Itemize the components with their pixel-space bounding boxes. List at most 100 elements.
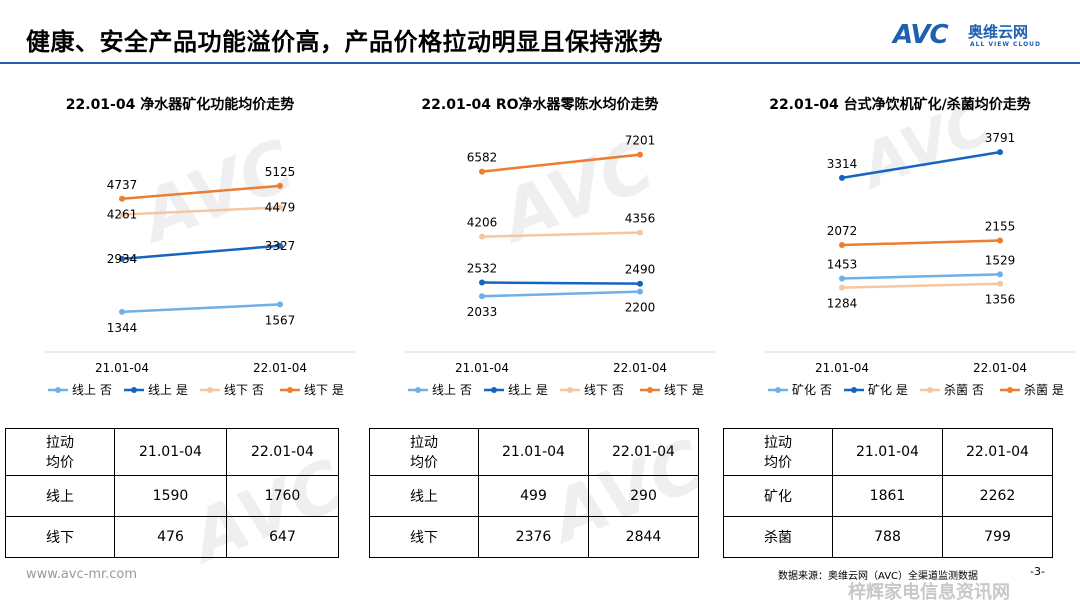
chart-svg: 21.01-04 22.01-04 1453 1529 3314 3791 1284 1356… <box>765 131 1075 397</box>
table-cell: 499 <box>478 475 589 517</box>
legend-label: 线上 是 <box>508 383 548 397</box>
row-label: 矿化 <box>723 475 833 517</box>
legend-item: 杀菌 否 <box>920 382 984 397</box>
data-point <box>839 174 845 181</box>
data-point <box>637 229 643 236</box>
series-line <box>481 290 641 298</box>
legend-marker <box>647 387 653 393</box>
legend-item: 线下 是 <box>640 383 704 397</box>
data-point <box>997 149 1003 156</box>
series-line <box>121 184 281 201</box>
table-cell: 2262 <box>942 475 1053 517</box>
column-header: 21.01-04 <box>478 428 589 476</box>
series-line <box>121 244 281 261</box>
row-label: 线上 <box>5 475 115 517</box>
data-source-note: 数据来源：奥维云网（AVC）全渠道监测数据 <box>778 571 979 582</box>
legend-marker <box>851 387 857 393</box>
corner-line-1: 拉动 <box>410 435 438 451</box>
corner-line-2: 均价 <box>46 455 74 471</box>
title-divider <box>0 62 1080 64</box>
table-row: 杀菌 788 799 <box>723 516 1053 558</box>
x-tick-label: 22.01-04 <box>973 361 1027 375</box>
data-point <box>479 168 485 175</box>
data-label: 2072 <box>827 224 858 238</box>
data-label: 5125 <box>265 165 296 179</box>
data-point <box>119 255 125 262</box>
table-corner: 拉动 均价 <box>5 428 115 476</box>
table-cell: 647 <box>226 516 339 558</box>
table-row: 矿化 1861 2262 <box>723 475 1053 517</box>
series-line <box>121 303 281 314</box>
data-label: 2033 <box>467 305 498 319</box>
data-label: 2155 <box>985 220 1016 234</box>
chart-title: 22.01-04 台式净饮机矿化/杀菌均价走势 <box>769 97 1031 113</box>
legend-marker <box>491 387 497 393</box>
corner-line-2: 均价 <box>764 455 792 471</box>
data-point <box>637 288 643 295</box>
x-tick-label: 21.01-04 <box>815 361 869 375</box>
column-header: 21.01-04 <box>114 428 227 476</box>
data-point <box>479 279 485 286</box>
table-row: 线上 499 290 <box>369 475 699 517</box>
column-header: 22.01-04 <box>588 428 699 476</box>
data-point <box>997 237 1003 244</box>
row-label: 线下 <box>369 516 479 558</box>
data-label: 3791 <box>985 131 1016 145</box>
data-point <box>839 275 845 282</box>
table-corner: 拉动 均价 <box>723 428 833 476</box>
legend-item: 线上 是 <box>484 383 548 397</box>
data-label: 1344 <box>107 321 138 335</box>
row-label: 线上 <box>369 475 479 517</box>
pull-price-table: 拉动 均价 21.01-04 22.01-04 矿化 1861 2262 杀菌 … <box>723 428 1053 558</box>
site-watermark: 梓辉家电信息资讯网 <box>848 582 1010 603</box>
table-cell: 2844 <box>588 516 699 558</box>
data-label: 7201 <box>625 134 656 148</box>
chart-mineralization-price-trend: 22.01-04 净水器矿化功能均价走势 21.01-04 22.01-04 134… <box>0 90 360 400</box>
legend-item: 线上 否 <box>408 383 472 397</box>
data-point <box>119 308 125 315</box>
data-label: 3314 <box>827 157 858 171</box>
data-label: 1529 <box>985 253 1016 267</box>
x-tick-label: 22.01-04 <box>253 361 307 375</box>
data-label: 1284 <box>827 297 858 311</box>
row-label: 杀菌 <box>723 516 833 558</box>
legend-marker <box>55 387 61 393</box>
legend-label: 线上 否 <box>72 383 112 397</box>
website-link[interactable]: www.avc-mr.com <box>26 567 138 582</box>
data-label: 4737 <box>107 178 138 192</box>
legend-label: 线下 是 <box>304 383 344 397</box>
data-point <box>277 301 283 308</box>
chart-ro-stale-water-price-trend: 22.01-04 RO净水器零陈水均价走势 21.01-04 22.01-04 20… <box>360 90 720 400</box>
legend-label: 矿化 否 <box>792 383 832 397</box>
corner-line-1: 拉动 <box>764 435 792 451</box>
legend-item: 杀菌 是 <box>1000 382 1064 397</box>
x-tick-label: 21.01-04 <box>95 361 149 375</box>
column-header: 22.01-04 <box>226 428 339 476</box>
legend-marker <box>415 387 421 393</box>
legend-marker <box>775 387 781 393</box>
legend-item: 线上 是 <box>124 383 188 397</box>
logo-text: AVC <box>893 20 949 50</box>
series-line <box>121 206 281 216</box>
legend-item: 线上 否 <box>48 383 112 397</box>
legend-label: 矿化 是 <box>868 383 908 397</box>
data-point <box>997 280 1003 287</box>
legend-marker <box>1007 387 1013 393</box>
data-label: 4261 <box>107 208 138 222</box>
chart-svg: 21.01-04 22.01-04 2033 2200 2532 2490 4206 4356… <box>405 134 715 397</box>
data-point <box>997 271 1003 278</box>
table-cell: 290 <box>588 475 699 517</box>
data-point <box>479 293 485 300</box>
column-header: 22.01-04 <box>942 428 1053 476</box>
legend-marker <box>131 387 137 393</box>
legend-item: 矿化 否 <box>768 383 832 397</box>
data-label: 4479 <box>265 200 296 214</box>
page-title: 健康、安全产品功能溢价高，产品价格拉动明显且保持涨势 <box>26 28 663 56</box>
table-corner: 拉动 均价 <box>369 428 479 476</box>
x-tick-label: 22.01-04 <box>613 361 667 375</box>
series-line <box>841 239 1001 247</box>
legend-item: 矿化 是 <box>844 383 908 397</box>
x-tick-label: 21.01-04 <box>455 361 509 375</box>
legend-label: 线下 否 <box>224 383 264 397</box>
avc-logo: AVC 奥维云网 ALL VIEW CLOUD <box>893 20 1063 50</box>
